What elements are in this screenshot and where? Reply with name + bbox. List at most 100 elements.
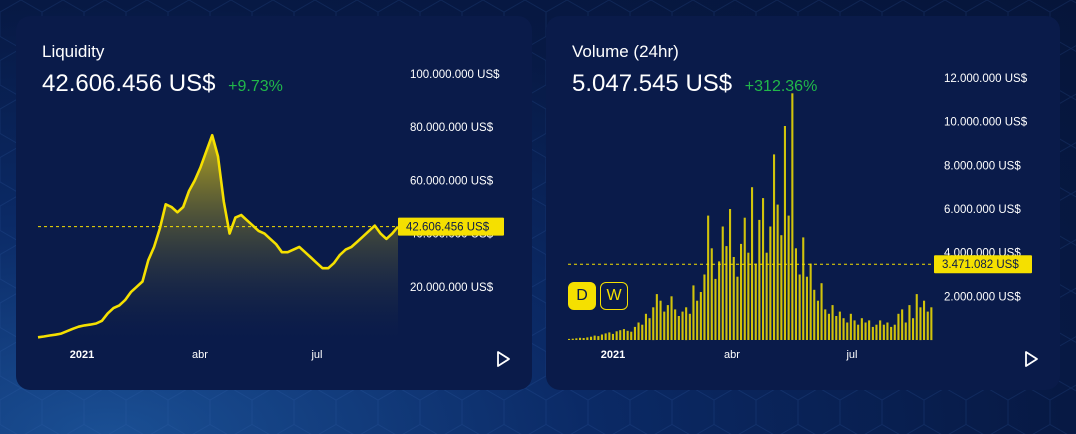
volume-current-badge — [934, 255, 1032, 274]
volume-value: 5.047.545 US$ — [572, 70, 733, 97]
volume-bar — [926, 311, 929, 340]
volume-bar — [590, 336, 593, 340]
volume-bar — [674, 309, 677, 340]
liquidity-chart: 20.000.000 US$40.000.000 US$60.000.000 U… — [37, 69, 504, 361]
volume-bar — [677, 316, 680, 340]
volume-bar — [593, 335, 596, 340]
volume-bar — [641, 324, 644, 340]
volume-bar — [710, 248, 713, 340]
volume-bar — [769, 226, 772, 340]
volume-bar — [846, 322, 849, 340]
volume-bar — [685, 307, 688, 341]
x-tick-label: jul — [310, 349, 322, 361]
volume-bar — [780, 235, 783, 340]
play-icon[interactable] — [1022, 350, 1040, 368]
volume-bar — [604, 333, 607, 340]
volume-bar — [568, 338, 571, 340]
volume-change: +312.36% — [744, 78, 818, 95]
volume-bar — [659, 300, 662, 340]
volume-bar — [897, 313, 900, 340]
volume-current-label: 3.471.082 US$ — [942, 259, 1019, 271]
volume-bar — [831, 305, 834, 340]
x-tick-label: 2021 — [601, 349, 625, 361]
x-tick-label: abr — [192, 349, 208, 361]
volume-bar — [787, 215, 790, 340]
volume-bar — [696, 300, 699, 340]
play-icon[interactable] — [494, 350, 512, 368]
volume-bar — [725, 246, 728, 340]
volume-bar — [688, 313, 691, 340]
volume-bar — [586, 337, 589, 340]
volume-bar — [890, 326, 893, 340]
volume-bar — [714, 278, 717, 340]
volume-chart: 2.000.000 US$4.000.000 US$6.000.000 US$8… — [568, 73, 1032, 361]
volume-title: Volume (24hr) — [572, 42, 679, 61]
liquidity-change: +9.73% — [228, 78, 283, 95]
volume-bar — [904, 322, 907, 340]
volume-bar — [751, 187, 754, 340]
y-tick-label: 20.000.000 US$ — [410, 282, 494, 294]
volume-bar — [619, 330, 622, 340]
toggle-daily-button[interactable]: D — [568, 282, 596, 310]
toggle-weekly-button[interactable]: W — [600, 282, 628, 310]
liquidity-card: Liquidity 42.606.456 US$ +9.73% 20.000.0… — [16, 16, 532, 390]
volume-bar — [838, 311, 841, 340]
volume-bar — [721, 226, 724, 340]
liquidity-value-row: 42.606.456 US$ +9.73% — [42, 70, 283, 98]
volume-bar — [615, 331, 618, 340]
volume-bar — [622, 329, 625, 340]
volume-bar — [893, 324, 896, 340]
y-tick-label: 8.000.000 US$ — [944, 160, 1021, 172]
volume-bar — [813, 289, 816, 340]
volume-bar — [597, 336, 600, 340]
volume-bar — [600, 334, 603, 340]
volume-bar — [754, 263, 757, 340]
volume-bar — [915, 294, 918, 340]
volume-bar — [930, 307, 933, 341]
volume-bar — [802, 237, 805, 340]
volume-bar — [773, 154, 776, 340]
volume-bar — [765, 252, 768, 340]
volume-bar — [809, 263, 812, 340]
volume-bar — [762, 198, 765, 340]
volume-bar — [794, 248, 797, 340]
volume-bar — [827, 313, 830, 340]
volume-bar — [670, 296, 673, 340]
x-tick-label: abr — [724, 349, 740, 361]
volume-bar — [579, 337, 582, 340]
volume-bar — [783, 126, 786, 340]
volume-bar — [655, 294, 658, 340]
volume-card: Volume (24hr) 5.047.545 US$ +312.36% 2.0… — [546, 16, 1060, 390]
volume-bar — [882, 324, 885, 340]
volume-bar — [644, 313, 647, 340]
y-tick-label: 10.000.000 US$ — [944, 117, 1028, 129]
volume-bar — [868, 320, 871, 340]
volume-bar — [901, 309, 904, 340]
volume-bar — [747, 252, 750, 340]
volume-bar — [857, 324, 860, 340]
y-tick-label: 6.000.000 US$ — [944, 204, 1021, 216]
volume-bar — [798, 274, 801, 340]
volume-bar — [707, 215, 710, 340]
volume-bar — [860, 318, 863, 340]
volume-bar — [912, 318, 915, 340]
volume-bar — [703, 274, 706, 340]
volume-bar — [626, 330, 629, 340]
y-tick-label: 2.000.000 US$ — [944, 291, 1021, 303]
volume-bar — [666, 305, 669, 340]
volume-bar — [732, 257, 735, 340]
x-tick-label: 2021 — [70, 349, 94, 361]
volume-bar — [875, 324, 878, 340]
y-tick-label: 12.000.000 US$ — [944, 73, 1028, 85]
volume-bar — [849, 313, 852, 340]
liquidity-title: Liquidity — [42, 42, 105, 61]
volume-bar — [923, 300, 926, 340]
volume-bar — [776, 204, 779, 340]
volume-bar — [637, 322, 640, 340]
volume-bar — [681, 311, 684, 340]
volume-bar — [736, 276, 739, 340]
volume-bar — [864, 322, 867, 340]
volume-bar — [908, 305, 911, 340]
liquidity-line — [37, 133, 399, 339]
volume-bar — [633, 326, 636, 340]
